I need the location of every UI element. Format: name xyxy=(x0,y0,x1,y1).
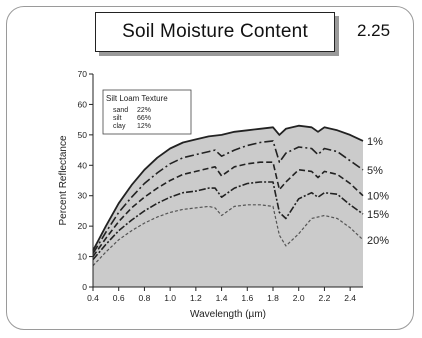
y-tick-label: 50 xyxy=(78,130,88,140)
y-tick-label: 60 xyxy=(78,99,88,109)
series-labels: 1% 5% 10% 15% 20% xyxy=(367,136,389,247)
x-tick-label: 0.4 xyxy=(87,293,99,303)
inset-row-name: clay xyxy=(113,123,126,130)
x-tick-label: 2.4 xyxy=(344,293,356,303)
inset-row-value: 66% xyxy=(137,115,151,122)
x-tick-label: 1.8 xyxy=(267,293,279,303)
y-tick-label: 0 xyxy=(82,282,87,292)
inset-row-name: silt xyxy=(113,115,122,122)
y-tick-label: 70 xyxy=(78,69,88,79)
x-axis-title: Wavelength (µm) xyxy=(190,309,266,320)
series-label: 1% xyxy=(367,136,383,148)
x-tick-label: 0.6 xyxy=(113,293,125,303)
inset-title: Silt Loam Texture xyxy=(106,94,168,103)
y-tick-label: 40 xyxy=(78,160,88,170)
y-axis-title: Percent Reflectance xyxy=(58,135,69,225)
texture-inset: Silt Loam Texture sand 22% silt 66% clay 12% xyxy=(103,90,191,134)
series-label: 5% xyxy=(367,165,383,177)
inset-row-value: 12% xyxy=(137,123,151,130)
series-label: 20% xyxy=(367,235,389,247)
y-tick-label: 20 xyxy=(78,221,88,231)
series-label: 10% xyxy=(367,191,389,203)
x-tick-label: 2.2 xyxy=(319,293,331,303)
x-tick-label: 1.0 xyxy=(164,293,176,303)
x-tick-label: 0.8 xyxy=(139,293,151,303)
y-tick-label: 30 xyxy=(78,191,88,201)
x-tick-label: 1.2 xyxy=(190,293,202,303)
x-tick-label: 2.0 xyxy=(293,293,305,303)
x-tick-label: 1.4 xyxy=(216,293,228,303)
inset-row-name: sand xyxy=(113,107,128,114)
y-tick-label: 10 xyxy=(78,252,88,262)
inset-row-value: 22% xyxy=(137,107,151,114)
x-tick-label: 1.6 xyxy=(241,293,253,303)
series-label: 15% xyxy=(367,209,389,221)
